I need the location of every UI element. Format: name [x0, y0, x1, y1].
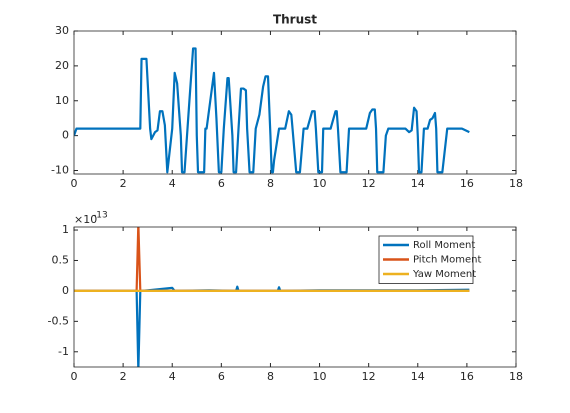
- x-tick-label: 10: [313, 370, 327, 383]
- x-tick-label: 10: [313, 177, 327, 190]
- y-tick-label: 0: [62, 129, 69, 142]
- y-exponent-base: ×10: [74, 213, 97, 226]
- x-tick-label: 12: [362, 177, 376, 190]
- chart-title: Thrust: [273, 13, 317, 27]
- legend-label: Roll Moment: [413, 240, 475, 251]
- x-tick-label: 6: [218, 177, 225, 190]
- data-line: [74, 47, 470, 174]
- x-tick-label: 6: [218, 370, 225, 383]
- x-tick-label: 16: [460, 370, 474, 383]
- y-tick-label: 30: [55, 24, 69, 37]
- y-tick-label: -10: [51, 164, 69, 177]
- y-exponent-power: -13: [93, 211, 108, 221]
- x-tick-label: 2: [120, 177, 127, 190]
- legend-label: Yaw Moment: [412, 269, 476, 280]
- x-tick-label: 0: [71, 370, 78, 383]
- x-tick-label: 14: [411, 370, 425, 383]
- y-tick-label: 1: [62, 223, 69, 236]
- x-tick-label: 18: [509, 177, 523, 190]
- axes-box: [73, 226, 517, 368]
- plot-area: [74, 227, 470, 367]
- axes-box: [73, 30, 517, 175]
- y-tick-label: -0.5: [48, 314, 69, 327]
- x-tick-label: 18: [509, 370, 523, 383]
- y-tick-label: 20: [55, 59, 69, 72]
- x-tick-label: 8: [267, 370, 274, 383]
- x-tick-label: 2: [120, 370, 127, 383]
- x-tick-label: 4: [169, 370, 176, 383]
- plot-area: [74, 47, 470, 174]
- x-tick-label: 8: [267, 177, 274, 190]
- y-tick-label: 0: [62, 284, 69, 297]
- x-tick-label: 14: [411, 177, 425, 190]
- y-tick-label: 10: [55, 94, 69, 107]
- x-tick-label: 4: [169, 177, 176, 190]
- x-tick-label: 16: [460, 177, 474, 190]
- x-tick-label: 0: [71, 177, 78, 190]
- y-tick-label: -1: [58, 345, 69, 358]
- x-tick-label: 12: [362, 370, 376, 383]
- y-tick-label: 0.5: [52, 253, 70, 266]
- legend-label: Pitch Moment: [413, 255, 482, 266]
